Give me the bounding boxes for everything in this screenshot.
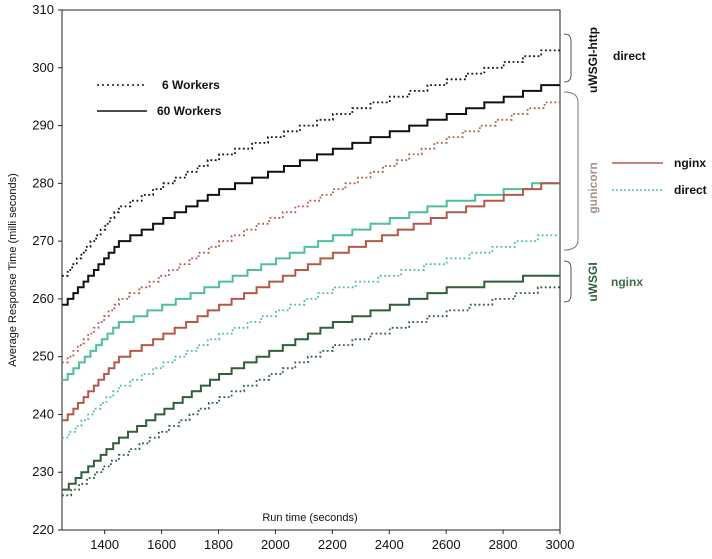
y-tick-label: 300 xyxy=(32,60,54,75)
y-tick-label: 250 xyxy=(32,349,54,364)
series-line-uwsgi-http-direct-60 xyxy=(62,84,560,306)
side-label-uwsgi-http-direct: direct xyxy=(613,49,646,63)
series-line-gunicorn-nginx-6 xyxy=(62,101,560,364)
x-tick-label: 1800 xyxy=(204,537,233,552)
y-tick-label: 260 xyxy=(32,291,54,306)
side-label-uwsgi-nginx: nginx xyxy=(611,275,643,289)
plot-frame xyxy=(61,9,561,531)
y-axis: 220 230 240 250 260 270 280 290 300 310 xyxy=(32,2,62,537)
y-tick-label: 240 xyxy=(32,406,54,421)
y-tick-label: 280 xyxy=(32,175,54,190)
series-layer xyxy=(62,49,560,497)
group-annotations: uWSGI-http direct gunicorn nginx direct … xyxy=(563,27,707,303)
bracket-uwsgi xyxy=(563,260,572,303)
side-label-gunicorn-direct: direct xyxy=(674,183,707,197)
series-line-gunicorn-direct-60 xyxy=(62,182,560,381)
legend-label-6-workers: 6 Workers xyxy=(162,78,220,92)
y-tick-label: 310 xyxy=(32,2,54,17)
x-axis: 1400 1600 1800 2000 2200 2400 2600 2800 3000 xyxy=(90,530,574,552)
series-line-uwsgi-nginx-60 xyxy=(62,274,560,491)
series-line-uwsgi-nginx-6 xyxy=(62,286,560,497)
x-tick-label: 1400 xyxy=(90,537,119,552)
x-tick-label: 2600 xyxy=(432,537,461,552)
x-tick-label: 2200 xyxy=(318,537,347,552)
group-label-uwsgi-http: uWSGI-http xyxy=(586,27,600,93)
y-tick-label: 230 xyxy=(32,464,54,479)
x-tick-label: 2000 xyxy=(261,537,290,552)
y-axis-title: Average Response Time (milli seconds) xyxy=(7,173,19,367)
bracket-uwsgi-http xyxy=(563,33,572,83)
legend-label-60-workers: 60 Workers xyxy=(157,104,222,118)
group-label-gunicorn: gunicorn xyxy=(586,162,600,213)
side-label-gunicorn-nginx: nginx xyxy=(674,156,706,170)
x-tick-label: 2800 xyxy=(489,537,518,552)
x-tick-label: 3000 xyxy=(546,537,575,552)
x-axis-title: Run time (seconds) xyxy=(262,512,357,524)
x-tick-label: 1600 xyxy=(147,537,176,552)
series-line-gunicorn-nginx-60 xyxy=(62,182,560,422)
x-tick-label: 2400 xyxy=(375,537,404,552)
y-tick-label: 290 xyxy=(32,118,54,133)
bracket-gunicorn xyxy=(563,91,579,251)
series-line-uwsgi-http-direct-6 xyxy=(62,49,560,277)
y-tick-label: 220 xyxy=(32,522,54,537)
group-label-uwsgi: uWSGI xyxy=(586,262,600,301)
legend: 6 Workers 60 Workers xyxy=(97,78,222,118)
y-tick-label: 270 xyxy=(32,233,54,248)
